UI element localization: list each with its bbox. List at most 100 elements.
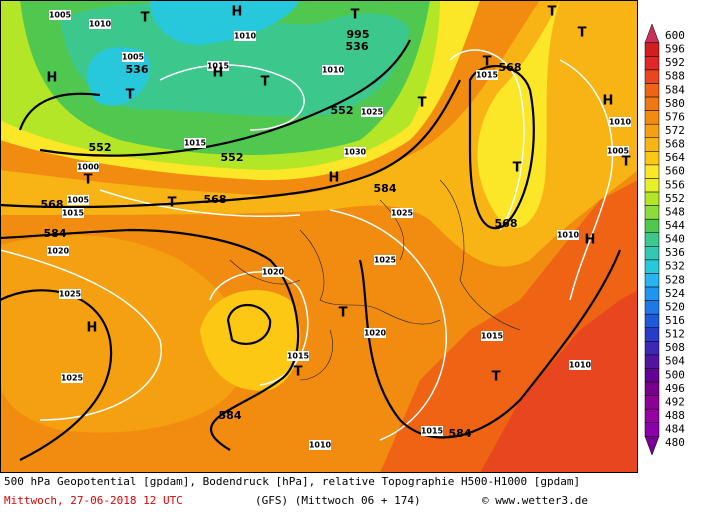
pressure-center: T — [141, 11, 150, 26]
colorbar-label: 556 — [665, 178, 685, 191]
map-frame — [0, 0, 638, 473]
label-box — [122, 52, 144, 62]
colorbar-label: 540 — [665, 233, 685, 246]
colorbar-label: 600 — [665, 29, 685, 42]
label-box — [59, 289, 81, 299]
height-label: 584 — [449, 427, 472, 440]
label-box — [569, 360, 591, 370]
label-box — [287, 351, 309, 361]
height-label: 552 — [331, 104, 354, 117]
height-label: 584 — [44, 227, 67, 240]
pressure-label: 1010 — [609, 118, 632, 127]
pressure-label: 1010 — [89, 20, 112, 29]
colorbar-cell — [644, 191, 660, 206]
colorbar-label: 532 — [665, 260, 685, 273]
colorbar-cell — [644, 96, 660, 111]
pressure-center: H — [87, 321, 98, 336]
pressure-label: 1025 — [391, 209, 414, 218]
colorbar-cell — [644, 56, 660, 71]
pressure-label: 1020 — [47, 247, 70, 256]
colorbar-label: 568 — [665, 138, 685, 151]
colorbar-cell — [644, 23, 660, 44]
pressure-center: H — [585, 233, 596, 248]
label-box — [361, 107, 383, 117]
colorbar-cell — [644, 232, 660, 247]
colorbar-label: 528 — [665, 273, 685, 286]
pressure-center: T — [339, 306, 348, 321]
colorbar-label: 544 — [665, 219, 685, 232]
colorbar-cell — [644, 259, 660, 274]
pressure-center: T — [126, 88, 135, 103]
pressure-label: 1015 — [476, 71, 499, 80]
colorbar-cell — [644, 286, 660, 301]
pressure-label: 1015 — [207, 62, 230, 71]
colorbar-cell — [644, 164, 660, 179]
colorbar-label: 596 — [665, 43, 685, 56]
colorbar-label: 500 — [665, 368, 685, 381]
label-box — [207, 61, 229, 71]
height-contours — [0, 39, 622, 461]
label-box — [421, 426, 443, 436]
colorbar-label: 572 — [665, 124, 685, 137]
colorbar-label: 548 — [665, 205, 685, 218]
colorbar-label: 584 — [665, 83, 685, 96]
colorbar-cell — [644, 408, 660, 423]
region — [87, 0, 300, 106]
colorbar: 6005965925885845805765725685645605565525… — [644, 23, 685, 456]
pressure-center: T — [483, 55, 492, 70]
pressure-center: H — [329, 171, 340, 186]
colorbar-cell — [644, 368, 660, 383]
colorbar-cell — [644, 218, 660, 234]
label-box — [481, 331, 503, 341]
colorbar-label: 536 — [665, 246, 685, 259]
colorbar-cell — [644, 123, 660, 139]
footer-date: Mittwoch, 27-06-2018 12 UTC — [4, 494, 183, 507]
pressure-label: 1000 — [77, 163, 100, 172]
height-label: 568 — [495, 217, 518, 230]
pressure-label: 1025 — [59, 290, 82, 299]
colorbar-cell — [644, 69, 660, 84]
colorbar-cell — [644, 151, 660, 166]
pressure-center: T — [84, 173, 93, 188]
pressure-center: H — [47, 71, 58, 86]
colorbar-label: 524 — [665, 287, 685, 300]
label-box — [344, 147, 366, 157]
label-box — [609, 117, 631, 127]
colorbar-label: 488 — [665, 409, 685, 422]
pressure-label: 1015 — [421, 427, 444, 436]
colorbar-label: 508 — [665, 341, 685, 354]
pressure-center: T — [492, 370, 501, 385]
colorbar-cell — [644, 110, 660, 125]
pressure-center: H — [232, 5, 243, 20]
colorbar-cell — [644, 300, 660, 315]
colorbar-label: 592 — [665, 56, 685, 69]
colorbar-cell — [644, 354, 660, 369]
pressure-label: 1005 — [49, 11, 72, 20]
height-label: 536 — [346, 40, 369, 53]
colorbar-cell — [644, 313, 660, 329]
colorbar-label: 580 — [665, 97, 685, 110]
colorbar-label: 588 — [665, 70, 685, 83]
colorbar-label: 560 — [665, 165, 685, 178]
colorbar-label: 480 — [665, 436, 685, 449]
pressure-label: 1005 — [122, 53, 145, 62]
height-label: 552 — [89, 141, 112, 154]
colorbar-label: 496 — [665, 382, 685, 395]
label-box — [322, 65, 344, 75]
height-label: 584 — [374, 182, 397, 195]
label-box — [89, 19, 111, 29]
footer-run: (GFS) (Mittwoch 06 + 174) — [255, 494, 421, 507]
footer-title: 500 hPa Geopotential [gpdam], Bodendruck… — [4, 475, 580, 488]
pressure-label: 1010 — [234, 32, 257, 41]
label-box — [47, 246, 69, 256]
footer-credit: © www.wetter3.de — [482, 494, 588, 507]
colorbar-cell — [644, 422, 660, 437]
pressure-label: 1015 — [287, 352, 310, 361]
colorbar-cell — [644, 381, 660, 396]
colorbar-cell — [644, 327, 660, 342]
label-box — [262, 267, 284, 277]
pressure-label: 1010 — [322, 66, 345, 75]
region — [60, 3, 410, 117]
pressure-label: 1010 — [309, 441, 332, 450]
